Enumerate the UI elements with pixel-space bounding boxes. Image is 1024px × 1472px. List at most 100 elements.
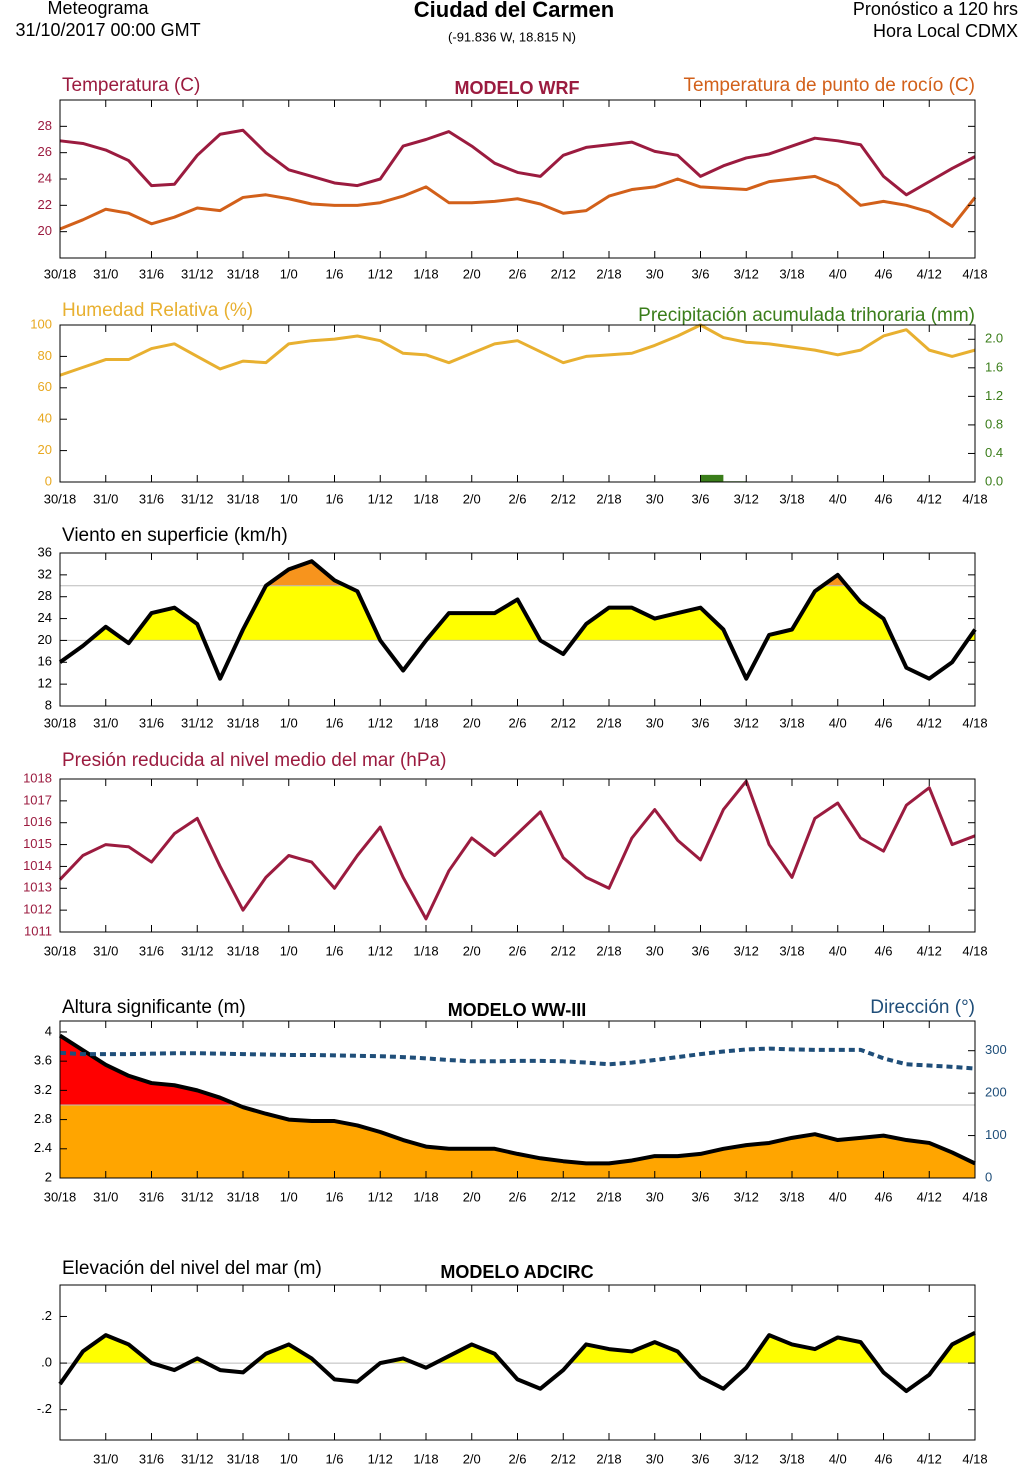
x-tick-label: 31/0 [93,715,118,730]
y-tick-label: 28 [38,118,52,133]
y-tick-label: 12 [38,676,52,691]
x-tick-label: 4/18 [962,715,987,730]
series-line [58,1033,976,1166]
x-tick-label: 31/18 [227,943,260,958]
x-tick-label: 1/6 [325,715,343,730]
y2-tick-label: 0.8 [985,416,1003,431]
y-tick-label: 20 [38,223,52,238]
header-left: 31/10/2017 00:00 GMT [15,20,200,40]
y2-tick-label: 100 [985,1127,1007,1142]
header-right: Hora Local CDMX [873,21,1018,41]
x-tick-label: 2/6 [508,266,526,281]
y2-tick-label: 2.0 [985,331,1003,346]
x-tick-label: 1/0 [280,491,298,506]
plot-frame [59,324,976,483]
x-tick-label: 3/0 [646,1451,664,1466]
y-tick-label: 1011 [24,923,52,938]
y-tick-label: 1012 [23,902,52,917]
x-tick-label: 31/12 [181,266,214,281]
series-line [59,1046,976,1071]
band-area [60,1332,975,1364]
x-tick-label: 3/18 [779,1189,804,1204]
x-tick-label: 2/18 [596,266,621,281]
x-tick-label: 2/18 [596,943,621,958]
x-tick-label: 4/0 [829,715,847,730]
x-tick-label: 31/0 [93,1451,118,1466]
x-tick-label: 1/12 [368,491,393,506]
series-line [58,779,976,921]
band-area [60,1035,975,1178]
y-tick-label: 8 [45,697,52,712]
x-tick-label: 4/18 [962,491,987,506]
x-tick-label: 2/12 [551,491,576,506]
x-tick-label: 4/18 [962,266,987,281]
x-tick-label: 4/0 [829,266,847,281]
x-tick-label: 3/12 [734,491,759,506]
x-tick-label: 1/0 [280,715,298,730]
x-tick-label: 31/0 [93,1189,118,1204]
x-tick-label: 4/18 [962,943,987,958]
x-tick-label: 1/6 [325,266,343,281]
y-tick-label: 1016 [23,814,52,829]
x-tick-label: 3/6 [691,715,709,730]
x-tick-label: 4/12 [917,266,942,281]
x-tick-label: 30/18 [44,943,77,958]
panel-title: MODELO WW-III [448,1000,587,1020]
x-tick-label: 3/18 [779,943,804,958]
panel-title: MODELO ADCIRC [440,1262,593,1282]
x-tick-label: 3/18 [779,266,804,281]
x-tick-label: 2/0 [463,266,481,281]
x-tick-label: 4/6 [874,1189,892,1204]
x-tick-label: 31/12 [181,715,214,730]
x-tick-label: 1/12 [368,1189,393,1204]
x-tick-label: 1/6 [325,491,343,506]
panel-title: MODELO WRF [455,78,580,98]
x-tick-label: 31/12 [181,1189,214,1204]
x-tick-label: 1/18 [413,491,438,506]
x-tick-label: 3/0 [646,943,664,958]
legend-label: Dirección (°) [870,997,975,1018]
x-tick-label: 3/6 [691,266,709,281]
x-tick-label: 2/18 [596,715,621,730]
x-tick-label: 2/0 [463,943,481,958]
series-line [59,323,976,377]
x-tick-label: 4/0 [829,1189,847,1204]
x-tick-label: 3/6 [691,943,709,958]
y-tick-label: 60 [38,379,52,394]
x-tick-label: 2/6 [508,1451,526,1466]
x-tick-label: 31/0 [93,491,118,506]
x-tick-label: 31/18 [227,491,260,506]
x-tick-label: 4/12 [917,943,942,958]
x-tick-label: 1/12 [368,266,393,281]
x-tick-label: 4/0 [829,1451,847,1466]
x-tick-label: 4/6 [874,943,892,958]
x-tick-label: 3/18 [779,491,804,506]
x-tick-label: 2/0 [463,715,481,730]
x-tick-label: 2/6 [508,943,526,958]
y2-tick-label: 1.2 [985,388,1003,403]
x-tick-label: 1/0 [280,943,298,958]
x-tick-label: 1/18 [413,943,438,958]
x-tick-label: 31/6 [139,715,164,730]
x-tick-label: 2/12 [551,1451,576,1466]
x-tick-label: 31/6 [139,266,164,281]
y-tick-label: 80 [38,348,52,363]
x-tick-label: 2/18 [596,1451,621,1466]
x-tick-label: 4/6 [874,715,892,730]
legend-label: Temperatura de punto de rocío (C) [684,75,976,96]
precip-bar [700,474,724,482]
legend-label: Altura significante (m) [62,997,246,1018]
x-tick-label: 1/18 [413,715,438,730]
series-line [58,559,977,681]
y-tick-label: 100 [30,316,52,331]
y-tick-label: 24 [38,610,52,625]
legend-label: Presión reducida al nivel medio del mar … [62,750,446,771]
x-tick-label: 31/6 [139,491,164,506]
x-tick-label: 1/0 [280,266,298,281]
x-tick-label: 1/18 [413,1189,438,1204]
x-tick-label: 2/12 [551,266,576,281]
x-tick-label: 2/6 [508,715,526,730]
x-tick-label: 2/12 [551,715,576,730]
x-tick-label: 31/12 [181,943,214,958]
